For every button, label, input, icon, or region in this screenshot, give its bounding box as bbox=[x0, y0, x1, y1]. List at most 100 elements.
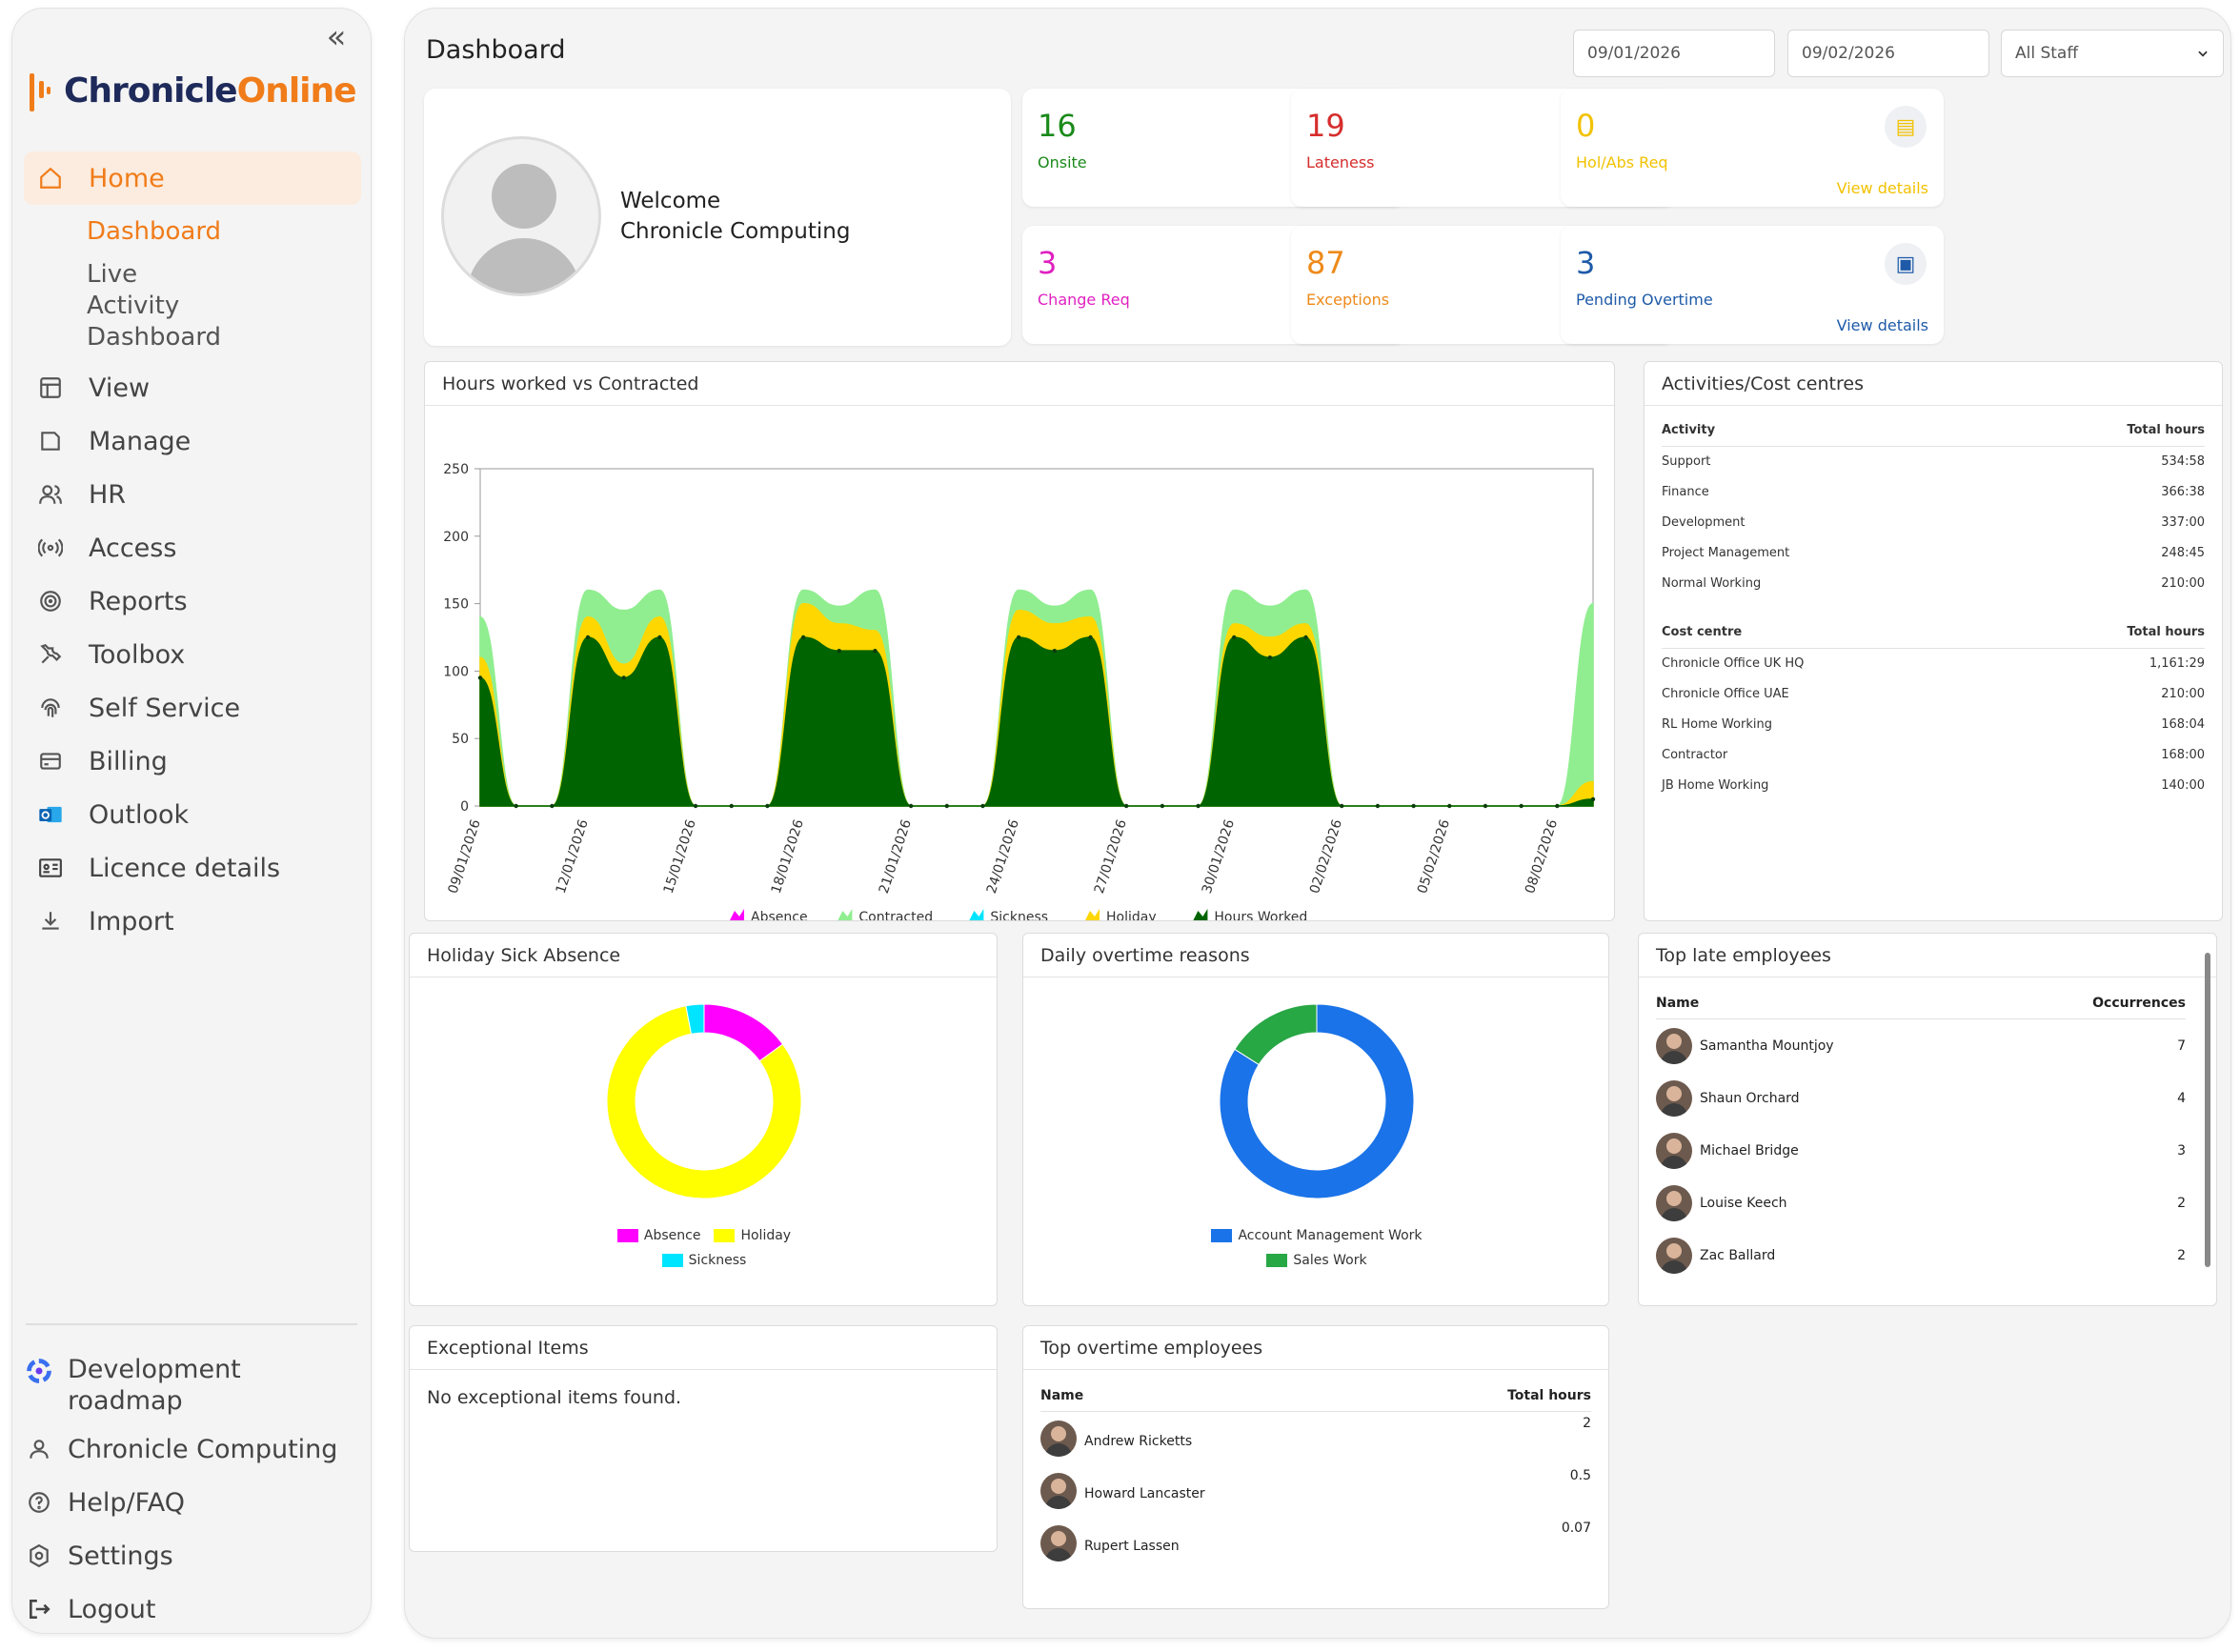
stat-label: Lateness bbox=[1306, 153, 1375, 171]
overtime-reasons-panel: Daily overtime reasons Account Managemen… bbox=[1022, 933, 1609, 1306]
cost-centre-name: JB Home Working bbox=[1662, 777, 1769, 793]
nav-sub-dashboard[interactable]: Dashboard bbox=[87, 217, 222, 246]
scrollbar[interactable] bbox=[2205, 953, 2210, 1267]
x-tick-label: 24/01/2026 bbox=[984, 817, 1022, 896]
activities-title: Activities/Cost centres bbox=[1645, 362, 2222, 406]
welcome-company: Chronicle Computing bbox=[620, 219, 851, 244]
activity-col-header: Activity bbox=[1662, 415, 2000, 447]
activity-hours: 210:00 bbox=[2161, 575, 2205, 591]
legend-swatch bbox=[661, 1254, 683, 1267]
nav-settings[interactable]: Settings bbox=[12, 1529, 373, 1582]
calendar-icon[interactable]: ▤ bbox=[1885, 106, 1927, 148]
date-to-input[interactable]: 09/02/2026 bbox=[1787, 30, 1989, 77]
avatar bbox=[1656, 1132, 1692, 1169]
nav-hr[interactable]: HR bbox=[12, 468, 373, 521]
avatar bbox=[1040, 1472, 1077, 1509]
nav-access[interactable]: Access bbox=[12, 521, 373, 574]
stat-label: Pending Overtime bbox=[1576, 291, 1713, 309]
legend-item[interactable]: Sickness bbox=[661, 1248, 746, 1273]
slice-sickness[interactable] bbox=[685, 1003, 705, 1035]
stat-value: 87 bbox=[1306, 245, 1345, 281]
series-hours-worked bbox=[479, 636, 1594, 807]
y-tick-label: 0 bbox=[460, 799, 469, 815]
stat-value: 19 bbox=[1306, 108, 1345, 144]
stat-card-pending-overtime: 3 Pending Overtime ▣ View details bbox=[1561, 226, 1944, 344]
nav-development-roadmap[interactable]: Development roadmap bbox=[12, 1354, 373, 1422]
data-point bbox=[1016, 635, 1021, 640]
data-point bbox=[1555, 803, 1560, 809]
nav-view[interactable]: View bbox=[12, 361, 373, 414]
slice-sales-work[interactable] bbox=[1234, 1003, 1318, 1066]
late-employee-row[interactable]: Louise Keech 2 bbox=[1656, 1177, 2186, 1229]
square-icon bbox=[37, 428, 64, 454]
legend-item[interactable]: Absence bbox=[616, 1223, 700, 1248]
nav-self-service[interactable]: Self Service bbox=[12, 681, 373, 735]
data-point bbox=[1052, 648, 1058, 654]
nav-billing[interactable]: Billing bbox=[12, 735, 373, 788]
chevron-down-icon bbox=[2196, 30, 2210, 76]
data-point bbox=[1590, 796, 1596, 802]
nav-toolbox[interactable]: Toolbox bbox=[12, 628, 373, 681]
logo[interactable]: ChronicleOnline bbox=[30, 62, 357, 119]
view-details-link[interactable]: View details bbox=[1836, 316, 1928, 334]
activity-row: Finance 366:38 bbox=[1662, 476, 2205, 507]
nav-import[interactable]: Import bbox=[12, 895, 373, 948]
nav-outlook[interactable]: Outlook bbox=[12, 788, 373, 841]
stat-value: 3 bbox=[1576, 245, 1596, 281]
employee-name: Michael Bridge bbox=[1700, 1142, 1799, 1158]
nav-manage[interactable]: Manage bbox=[12, 414, 373, 468]
slice-account-management-work[interactable] bbox=[1219, 1003, 1415, 1199]
stat-label: Onsite bbox=[1038, 153, 1087, 171]
exceptional-items-panel: Exceptional Items No exceptional items f… bbox=[409, 1325, 998, 1552]
cost-centre-name: Chronicle Office UK HQ bbox=[1662, 655, 1805, 671]
data-point bbox=[1375, 803, 1381, 809]
legend-item[interactable]: Account Management Work bbox=[1211, 1223, 1423, 1248]
cost-centre-name: Contractor bbox=[1662, 747, 1728, 762]
data-point bbox=[550, 803, 555, 809]
y-tick-label: 250 bbox=[443, 462, 469, 477]
overtime-employee-row[interactable]: Rupert Lassen 0.07 bbox=[1040, 1517, 1591, 1569]
briefcase-clock-icon[interactable]: ▣ bbox=[1885, 243, 1927, 285]
data-point bbox=[1411, 803, 1416, 809]
overtime-hours: 0.07 bbox=[1561, 1521, 1591, 1536]
view-details-link[interactable]: View details bbox=[1836, 179, 1928, 197]
date-from-input[interactable]: 09/01/2026 bbox=[1573, 30, 1775, 77]
nav-settings-label: Settings bbox=[68, 1541, 173, 1571]
nav-account[interactable]: Chronicle Computing bbox=[12, 1422, 373, 1476]
activity-hours: 248:45 bbox=[2161, 545, 2205, 560]
cost-centre-hours: 168:04 bbox=[2161, 716, 2205, 732]
welcome-line: Welcome bbox=[620, 189, 721, 213]
activity-name: Support bbox=[1662, 453, 1711, 469]
slice-holiday[interactable] bbox=[606, 1005, 802, 1199]
data-point bbox=[765, 803, 770, 809]
employee-name: Louise Keech bbox=[1700, 1195, 1787, 1211]
fingerprint-icon bbox=[37, 695, 64, 721]
nav-help[interactable]: Help/FAQ bbox=[12, 1476, 373, 1529]
nav-billing-label: Billing bbox=[89, 746, 168, 776]
cost-centre-row: JB Home Working 140:00 bbox=[1662, 770, 2205, 800]
nav-logout[interactable]: Logout bbox=[12, 1582, 373, 1636]
nav-home[interactable]: Home bbox=[24, 151, 361, 205]
overtime-employee-row[interactable]: Andrew Ricketts 2 bbox=[1040, 1412, 1591, 1464]
nav-licence-details[interactable]: Licence details bbox=[12, 841, 373, 895]
occurrences: 2 bbox=[2177, 1247, 2186, 1263]
late-employee-row[interactable]: Michael Bridge 3 bbox=[1656, 1124, 2186, 1177]
late-employee-row[interactable]: Samantha Mountjoy 7 bbox=[1656, 1019, 2186, 1072]
target-icon bbox=[37, 588, 64, 614]
legend-item[interactable]: Holiday bbox=[714, 1223, 791, 1248]
late-employee-row[interactable]: Shaun Orchard 4 bbox=[1656, 1072, 2186, 1124]
x-tick-label: 09/01/2026 bbox=[446, 817, 484, 896]
data-point bbox=[800, 635, 806, 640]
late-employee-row[interactable]: Zac Ballard 2 bbox=[1656, 1229, 2186, 1281]
nav-sub-live-activity[interactable]: Live Activity Dashboard bbox=[87, 260, 222, 352]
overtime-employee-row[interactable]: Howard Lancaster 0.5 bbox=[1040, 1464, 1591, 1517]
x-tick-label: 05/02/2026 bbox=[1415, 817, 1453, 896]
main-nav: Home Dashboard Live Activity Dashboard V… bbox=[12, 151, 373, 948]
legend-label: Hours Worked bbox=[1214, 910, 1307, 920]
legend-item[interactable]: Sales Work bbox=[1266, 1248, 1367, 1273]
nav-reports[interactable]: Reports bbox=[12, 574, 373, 628]
staff-filter-select[interactable]: All Staff bbox=[2001, 30, 2224, 77]
legend-label: Sickness bbox=[990, 910, 1048, 920]
activity-hours: 366:38 bbox=[2161, 484, 2205, 499]
collapse-sidebar-button[interactable]: « bbox=[326, 18, 347, 56]
